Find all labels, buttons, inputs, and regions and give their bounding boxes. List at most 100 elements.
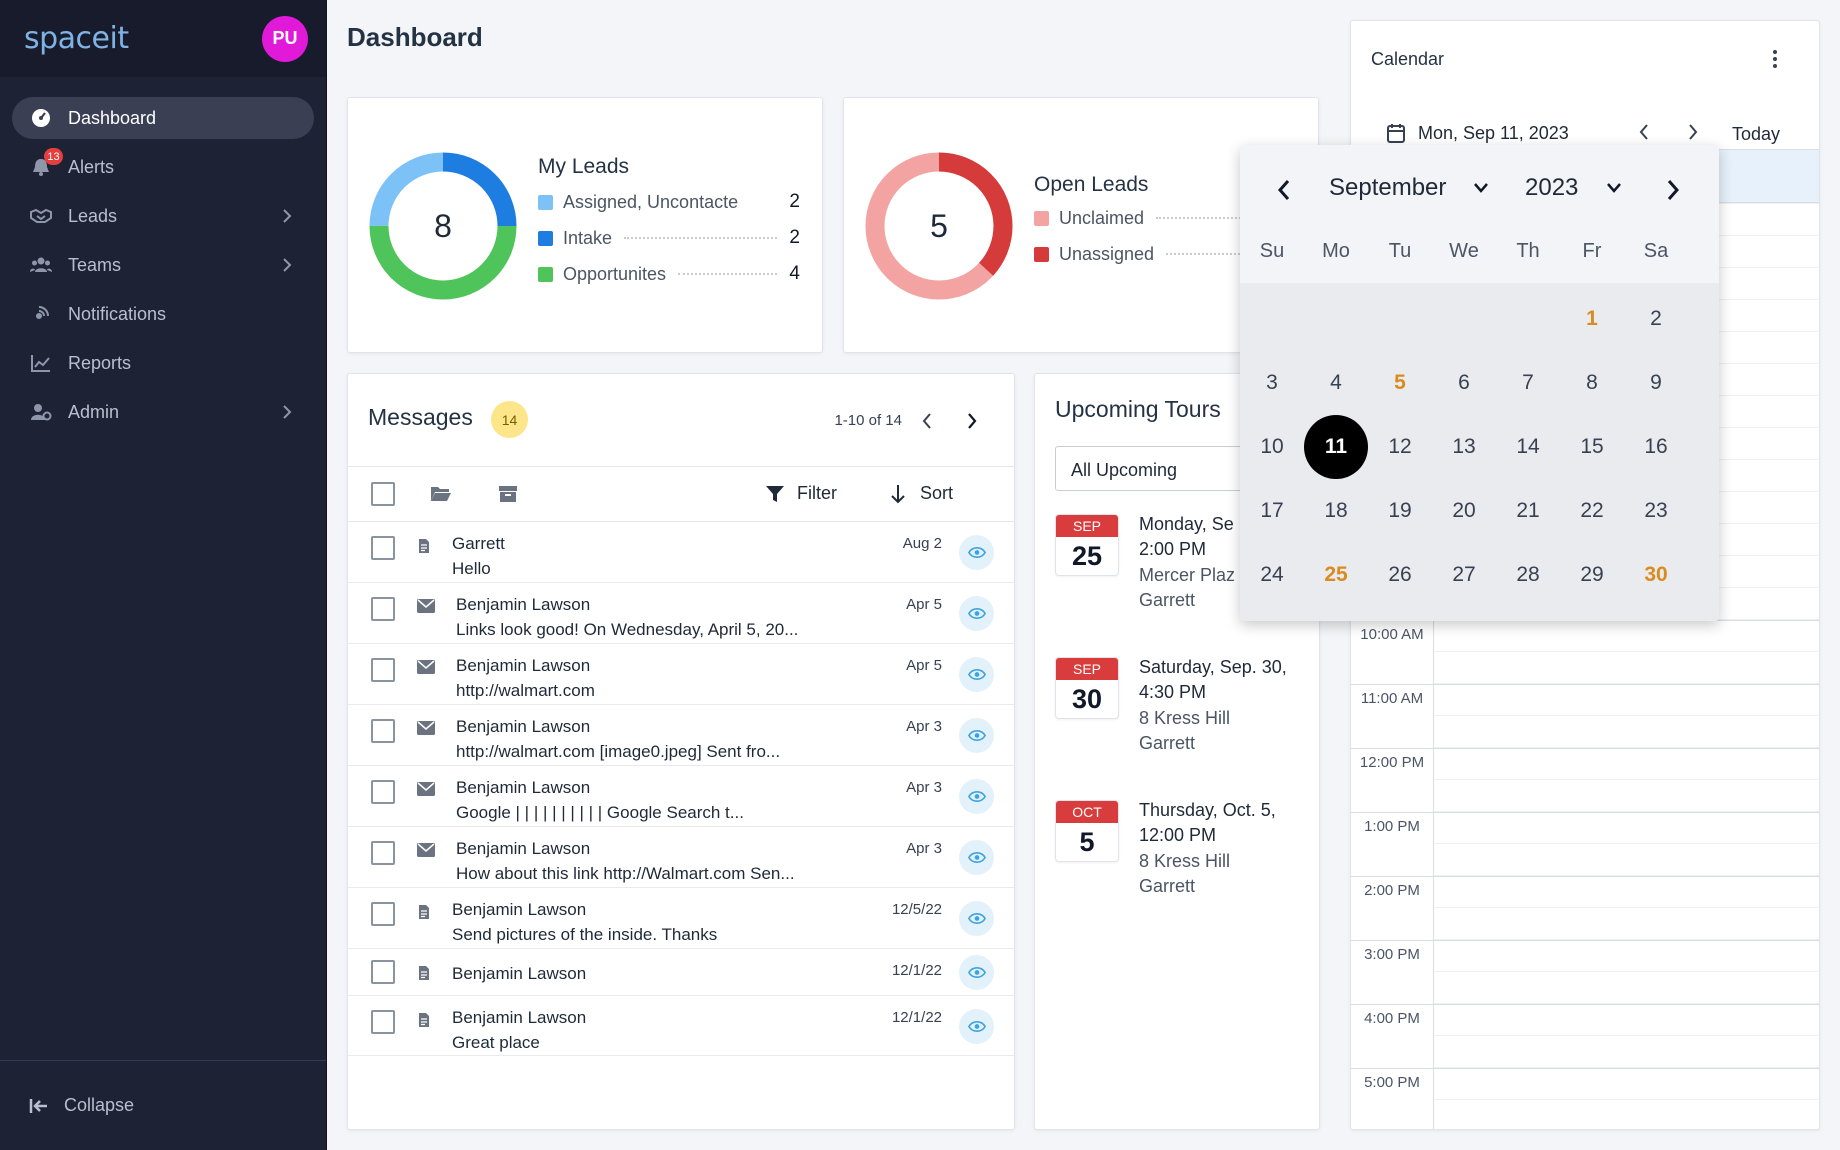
picker-day[interactable]: 5 [1394, 371, 1406, 394]
message-checkbox[interactable] [371, 780, 395, 804]
picker-day[interactable]: 16 [1644, 435, 1668, 458]
picker-year-select[interactable]: 2023 [1525, 174, 1579, 201]
filter-button[interactable]: Filter [765, 483, 837, 504]
message-row[interactable]: Benjamin Lawson http://walmart.com Apr 5 [348, 644, 1014, 705]
tour-item[interactable]: SEP 30 Saturday, Sep. 30, 4:30 PM 8 Kress Hi… [1055, 657, 1315, 767]
my-leads-title: My Leads [538, 155, 630, 178]
picker-day[interactable]: 7 [1522, 371, 1534, 394]
message-row[interactable]: Benjamin Lawson Great place 12/1/22 [348, 996, 1014, 1056]
message-checkbox[interactable] [371, 658, 395, 682]
picker-day[interactable]: 9 [1650, 371, 1662, 394]
tour-item[interactable]: SEP 25 Monday, Se 2:00 PM Mercer Plaz Garrett [1055, 514, 1315, 624]
picker-day[interactable]: 23 [1644, 499, 1668, 522]
picker-day[interactable]: 12 [1388, 435, 1412, 458]
legend-row-unclaimed[interactable]: Unclaimed [1034, 206, 1296, 230]
picker-day[interactable]: 15 [1580, 435, 1604, 458]
message-checkbox[interactable] [371, 902, 395, 926]
calendar-slot-line [1434, 747, 1819, 748]
chevron-down-icon[interactable] [1606, 181, 1622, 195]
message-row[interactable]: Benjamin Lawson How about this link http:… [348, 827, 1014, 888]
view-message-button[interactable] [959, 840, 994, 875]
picker-day[interactable]: 10 [1260, 435, 1284, 458]
picker-day[interactable]: 14 [1516, 435, 1540, 458]
picker-day[interactable]: 2 [1650, 307, 1662, 330]
tour-item[interactable]: OCT 5 Thursday, Oct. 5, 12:00 PM 8 Kress Hil… [1055, 800, 1315, 910]
calendar-today-button[interactable]: Today [1732, 124, 1781, 144]
picker-day[interactable]: 22 [1580, 499, 1604, 522]
sidebar-item-leads[interactable]: Leads [12, 195, 314, 237]
view-message-button[interactable] [959, 535, 994, 570]
archive-icon[interactable] [498, 485, 518, 503]
chevron-left-icon[interactable] [920, 411, 934, 431]
user-gear-icon [31, 404, 52, 421]
message-row[interactable]: Garrett Hello Aug 2 [348, 522, 1014, 583]
picker-day[interactable]: 18 [1324, 499, 1348, 522]
legend-dotted-leader [678, 273, 778, 275]
picker-month-select[interactable]: September [1329, 174, 1447, 201]
message-checkbox[interactable] [371, 841, 395, 865]
sort-button[interactable]: Sort [890, 483, 953, 504]
message-checkbox[interactable] [371, 536, 395, 560]
chevron-left-icon[interactable] [1637, 122, 1651, 142]
view-message-button[interactable] [959, 901, 994, 936]
picker-day[interactable]: 30 [1644, 563, 1668, 586]
view-message-button[interactable] [959, 718, 994, 753]
message-row[interactable]: Benjamin Lawson Google | | | | | | | | | … [348, 766, 1014, 827]
message-checkbox[interactable] [371, 960, 395, 984]
legend-row-assigned[interactable]: Assigned, Uncontacte 2 [538, 190, 800, 214]
sidebar-item-notifications[interactable]: Notifications [12, 293, 314, 335]
sidebar-item-admin[interactable]: Admin [12, 391, 314, 433]
sidebar-item-alerts[interactable]: 13 Alerts [12, 146, 314, 188]
picker-day-selected[interactable]: 11 [1304, 415, 1368, 479]
more-vertical-icon[interactable] [1771, 48, 1779, 70]
folder-open-icon[interactable] [430, 485, 452, 503]
picker-day[interactable]: 20 [1452, 499, 1476, 522]
picker-day[interactable]: 26 [1388, 563, 1412, 586]
view-message-button[interactable] [959, 596, 994, 631]
picker-day[interactable]: 3 [1266, 371, 1278, 394]
chevron-right-icon[interactable] [1665, 178, 1681, 202]
picker-day[interactable]: 1 [1586, 307, 1598, 330]
legend-row-unassigned[interactable]: Unassigned [1034, 242, 1296, 266]
chevron-down-icon[interactable] [1473, 181, 1489, 195]
picker-day[interactable]: 28 [1516, 563, 1540, 586]
picker-day[interactable]: 4 [1330, 371, 1342, 394]
open-leads-total: 5 [930, 208, 948, 244]
collapse-sidebar-button[interactable]: Collapse [0, 1060, 326, 1150]
chevron-left-icon[interactable] [1276, 178, 1292, 202]
picker-day[interactable]: 13 [1452, 435, 1476, 458]
sidebar-item-dashboard[interactable]: Dashboard [12, 97, 314, 139]
chevron-right-icon[interactable] [965, 411, 979, 431]
message-checkbox[interactable] [371, 597, 395, 621]
user-avatar[interactable]: PU [262, 15, 308, 62]
view-message-button[interactable] [959, 955, 994, 990]
message-row[interactable]: Benjamin Lawson Send pictures of the insi… [348, 888, 1014, 949]
tour-date: Thursday, Oct. 5, [1139, 800, 1276, 820]
sidebar-item-teams[interactable]: Teams [12, 244, 314, 286]
picker-day[interactable]: 21 [1516, 499, 1540, 522]
view-message-button[interactable] [959, 1009, 994, 1044]
legend-row-intake[interactable]: Intake 2 [538, 226, 800, 250]
picker-day[interactable]: 6 [1458, 371, 1470, 394]
picker-day[interactable]: 27 [1452, 563, 1476, 586]
picker-day[interactable]: 17 [1260, 499, 1284, 522]
picker-day[interactable]: 29 [1580, 563, 1604, 586]
select-all-checkbox[interactable] [371, 482, 395, 506]
message-row[interactable]: Benjamin Lawson http://walmart.com [image… [348, 705, 1014, 766]
sidebar-item-reports[interactable]: Reports [12, 342, 314, 384]
picker-day[interactable]: 8 [1586, 371, 1598, 394]
app-logo[interactable]: spaceit [24, 21, 129, 56]
message-row[interactable]: Benjamin Lawson 12/1/22 [348, 949, 1014, 996]
message-row[interactable]: Benjamin Lawson Links look good! On Wedne… [348, 583, 1014, 644]
chevron-right-icon[interactable] [1686, 122, 1700, 142]
message-checkbox[interactable] [371, 1010, 395, 1034]
message-checkbox[interactable] [371, 719, 395, 743]
picker-day[interactable]: 19 [1388, 499, 1412, 522]
tour-month: SEP [1056, 658, 1118, 680]
view-message-button[interactable] [959, 779, 994, 814]
picker-day[interactable]: 24 [1260, 563, 1284, 586]
legend-row-opportunities[interactable]: Opportunites 4 [538, 262, 800, 286]
calendar-current-date[interactable]: Mon, Sep 11, 2023 [1418, 123, 1569, 143]
view-message-button[interactable] [959, 657, 994, 692]
picker-day[interactable]: 25 [1324, 563, 1348, 586]
